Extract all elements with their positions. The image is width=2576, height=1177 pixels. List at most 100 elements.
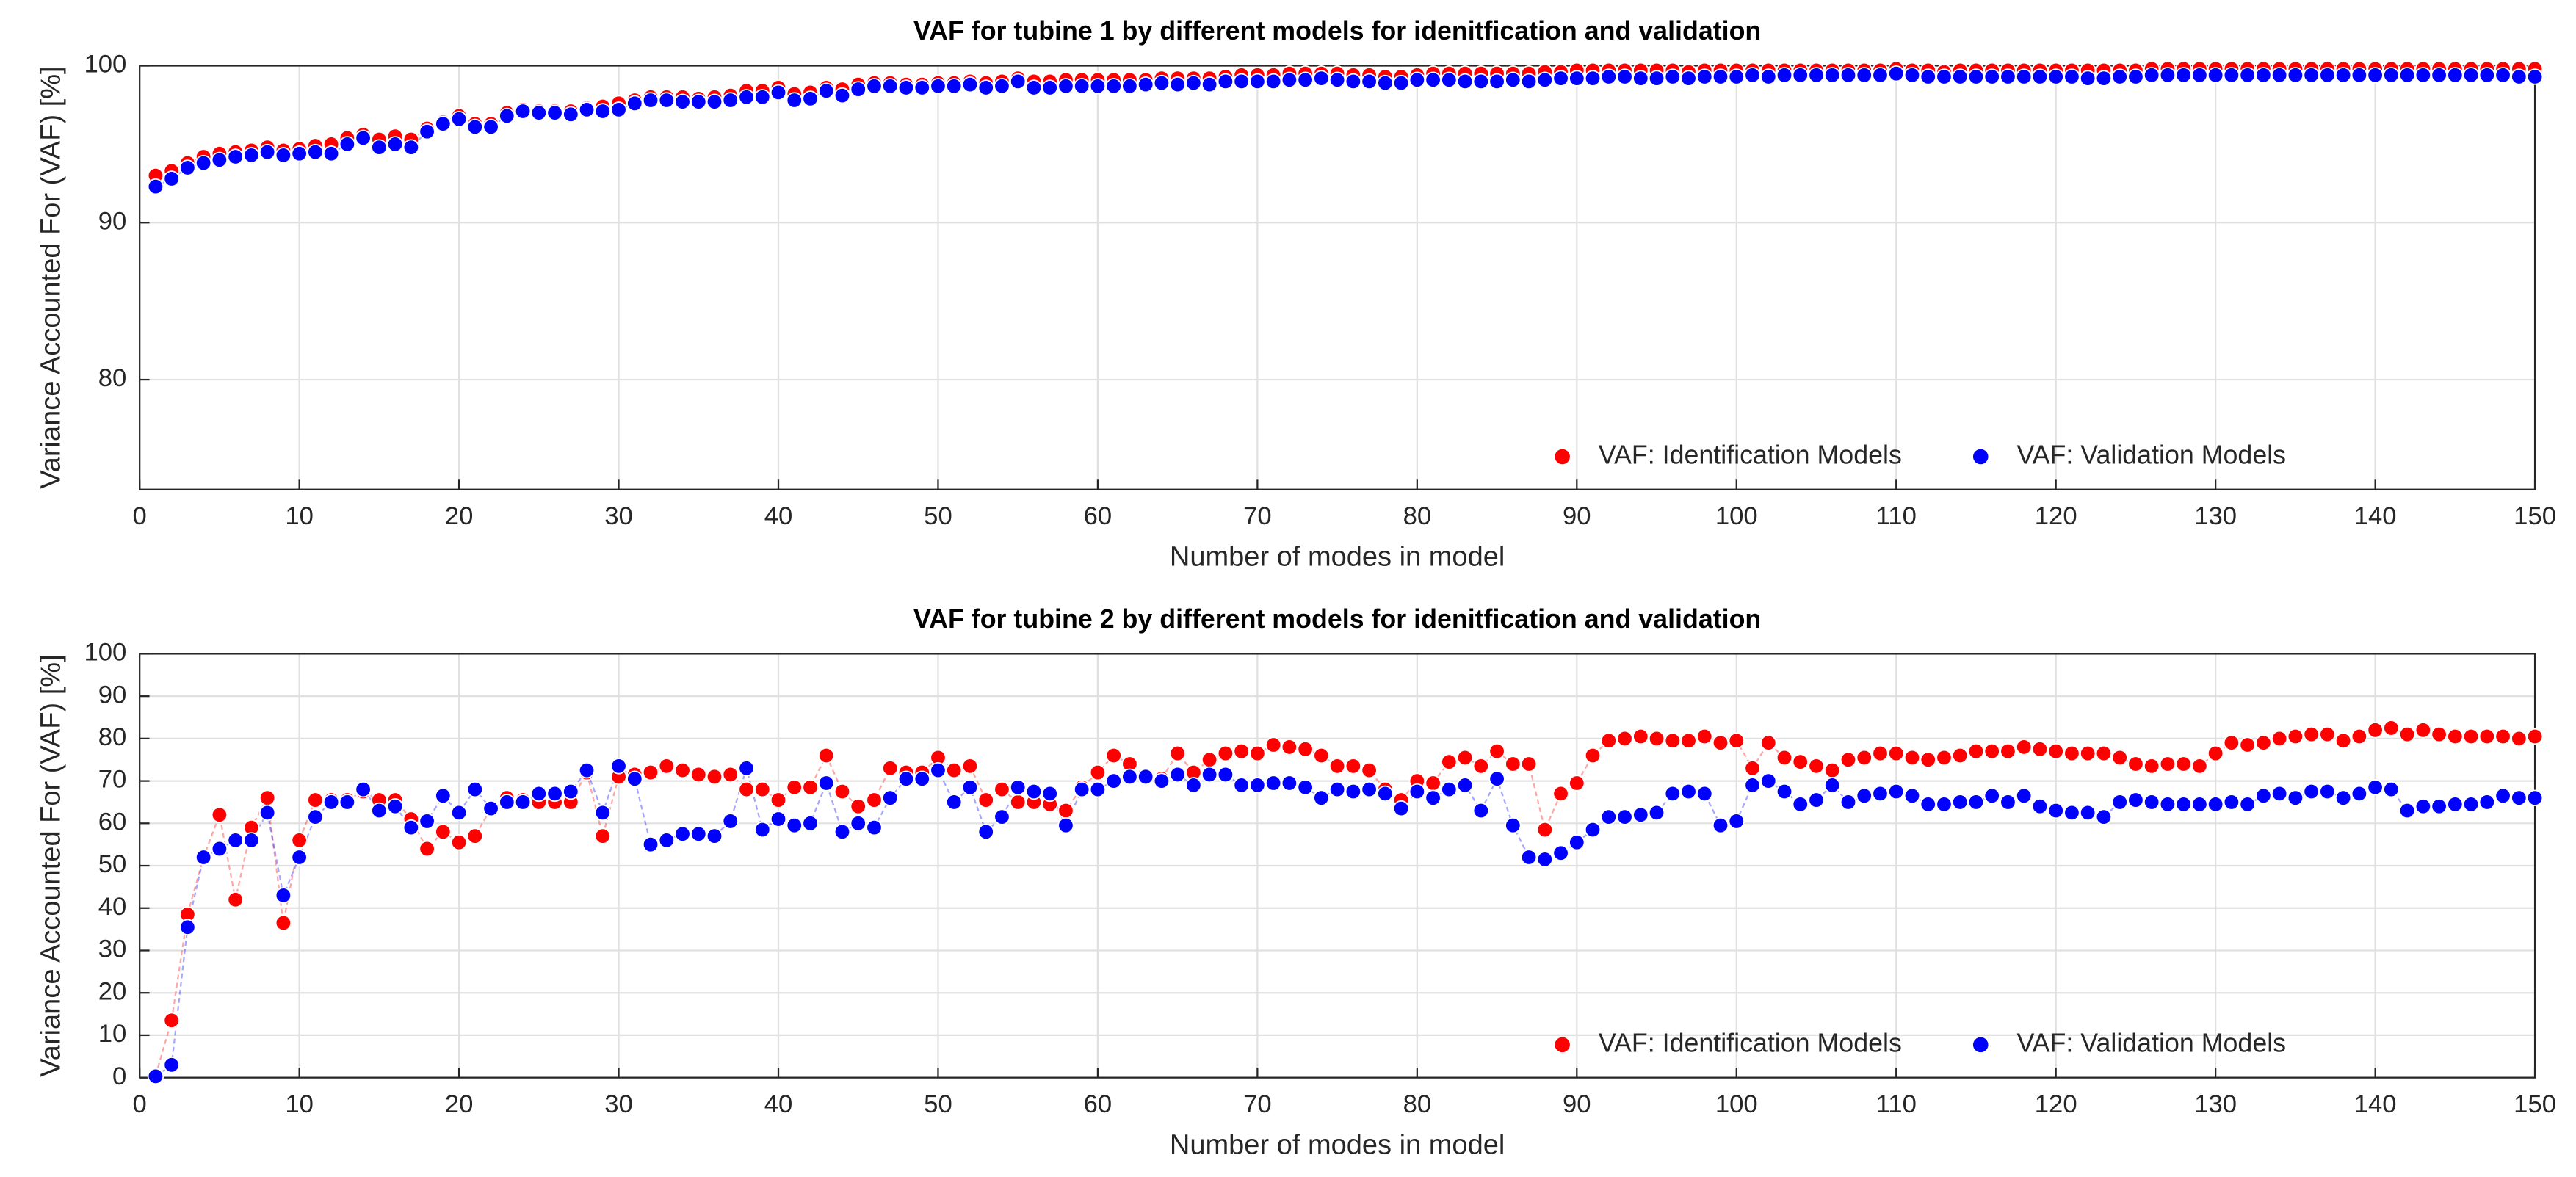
- data-point: [930, 761, 947, 779]
- data-point: [1664, 68, 1681, 85]
- data-point: [1983, 68, 2000, 85]
- legend-label: VAF: Identification Models: [1599, 1028, 1902, 1057]
- data-point: [1569, 70, 1585, 87]
- data-point: [1297, 741, 1314, 758]
- data-point: [833, 823, 851, 841]
- data-point: [1552, 70, 1569, 87]
- data-point: [1744, 760, 1761, 777]
- data-point: [386, 136, 404, 153]
- data-point: [1281, 739, 1298, 756]
- data-point: [211, 151, 228, 168]
- data-point: [1041, 785, 1058, 803]
- data-point: [322, 794, 340, 811]
- data-point: [833, 783, 851, 800]
- data-point: [1185, 777, 1202, 794]
- data-point: [243, 147, 260, 164]
- data-point: [2494, 728, 2511, 745]
- data-point: [2303, 783, 2320, 800]
- data-point: [1488, 73, 1505, 90]
- data-point: [307, 143, 324, 161]
- data-point: [2095, 745, 2113, 762]
- data-point: [754, 89, 771, 106]
- data-point: [291, 849, 308, 866]
- data-point: [1967, 743, 1985, 760]
- data-point: [1345, 73, 1362, 90]
- data-point: [946, 78, 963, 95]
- data-point: [722, 813, 739, 830]
- data-point: [2207, 67, 2224, 84]
- data-point: [1025, 79, 1043, 96]
- data-point: [1728, 813, 1745, 830]
- data-point: [339, 136, 356, 153]
- data-point: [211, 806, 228, 823]
- data-point: [1472, 802, 1490, 819]
- data-point: [674, 825, 691, 842]
- data-point: [1856, 787, 1873, 804]
- data-point: [1217, 73, 1234, 90]
- data-point: [1792, 753, 1809, 770]
- data-point: [2127, 756, 2144, 772]
- x-tick-label: 90: [1563, 502, 1591, 530]
- data-point: [1584, 747, 1602, 764]
- data-point: [227, 148, 244, 165]
- data-point: [1616, 730, 1633, 747]
- data-point: [275, 887, 292, 904]
- data-point: [355, 129, 372, 147]
- y-tick-label: 0: [112, 1062, 126, 1090]
- data-point: [2159, 756, 2177, 772]
- legend-label: VAF: Validation Models: [2016, 1028, 2286, 1057]
- data-point: [419, 813, 435, 830]
- data-point: [946, 794, 963, 811]
- data-point: [1680, 70, 1697, 87]
- data-point: [1361, 781, 1378, 798]
- data-point: [2079, 70, 2096, 87]
- data-point: [1488, 770, 1505, 787]
- data-point: [499, 794, 515, 811]
- data-point: [227, 832, 244, 849]
- legend-marker: [1555, 1037, 1570, 1053]
- x-tick-label: 60: [1084, 1090, 1112, 1118]
- data-point: [307, 792, 324, 808]
- data-point: [1983, 787, 2000, 804]
- data-point: [2334, 67, 2352, 84]
- data-point: [994, 78, 1010, 95]
- data-point: [195, 849, 212, 866]
- y-tick-label: 100: [84, 51, 126, 79]
- data-point: [2319, 783, 2336, 800]
- data-point: [2351, 67, 2368, 84]
- data-point: [2239, 67, 2256, 84]
- data-point: [499, 107, 515, 125]
- legend-label: VAF: Validation Models: [2016, 440, 2286, 469]
- x-tick-label: 150: [2514, 1090, 2556, 1118]
- data-point: [946, 761, 963, 779]
- data-point: [818, 775, 835, 792]
- x-tick-label: 140: [2354, 502, 2397, 530]
- data-point: [1824, 777, 1841, 794]
- data-point: [2367, 67, 2384, 84]
- data-point: [243, 832, 260, 849]
- data-point: [1105, 772, 1122, 789]
- data-point: [1361, 761, 1378, 779]
- data-point: [402, 139, 420, 156]
- data-point: [1313, 747, 1330, 764]
- data-point: [1169, 76, 1186, 93]
- data-point: [227, 891, 244, 908]
- data-point: [642, 764, 659, 781]
- data-point: [258, 804, 276, 822]
- data-point: [450, 834, 468, 851]
- data-point: [1839, 751, 1857, 768]
- x-tick-label: 120: [2035, 502, 2077, 530]
- data-point: [1137, 768, 1154, 786]
- x-tick-label: 30: [604, 1090, 633, 1118]
- data-point: [2016, 787, 2033, 804]
- data-point: [977, 823, 994, 841]
- data-point: [482, 118, 499, 136]
- data-point: [1041, 79, 1058, 96]
- x-tick-label: 120: [2035, 1090, 2077, 1118]
- data-point: [514, 103, 532, 120]
- x-tick-label: 0: [133, 502, 147, 530]
- data-point: [466, 827, 484, 844]
- data-point: [850, 81, 866, 98]
- x-tick-label: 10: [285, 1090, 314, 1118]
- data-point: [2175, 796, 2192, 813]
